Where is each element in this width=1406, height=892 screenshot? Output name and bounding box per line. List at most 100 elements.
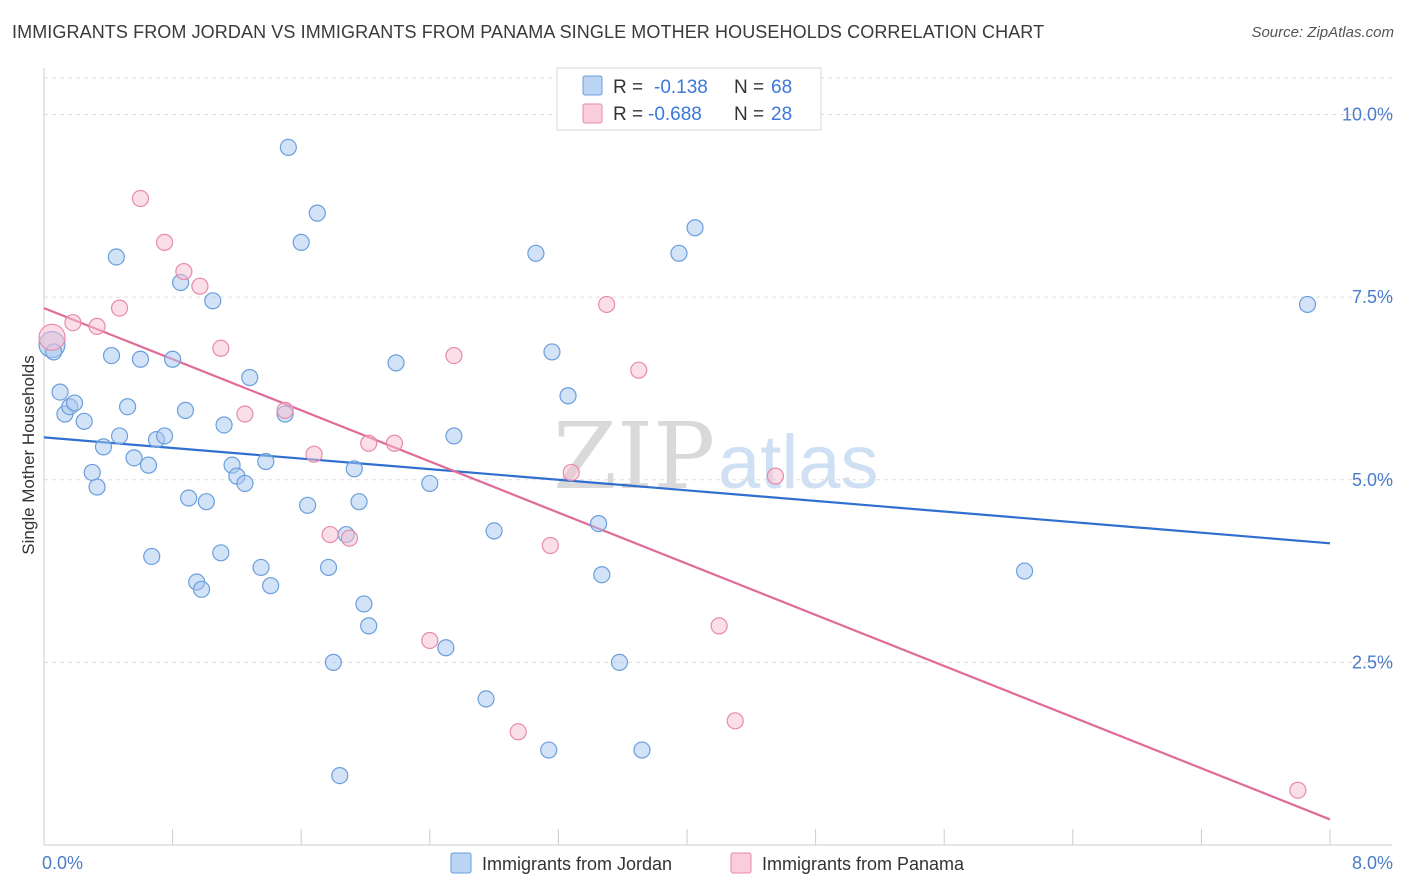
jordan-point-40	[299, 496, 317, 514]
jordan-point-8	[88, 478, 106, 496]
jordan-point-54	[477, 690, 495, 708]
jordan-point-22	[176, 401, 195, 419]
jordan-legend-swatch	[582, 75, 603, 96]
y-tick-label-3: 10.0%	[1342, 105, 1393, 125]
jordan-point-13	[118, 398, 137, 416]
series-legend: Immigrants from Jordan Immigrants from P…	[450, 852, 965, 874]
jordan-point-27	[204, 292, 222, 310]
jordan-point-51	[421, 474, 439, 493]
jordan-point-43	[324, 653, 342, 671]
panama-point-3	[110, 299, 129, 317]
panama-point-16	[421, 631, 439, 650]
chart-source: Source: ZipAtlas.com	[1251, 24, 1394, 41]
watermark-atlas: atlas	[718, 420, 879, 505]
panama-point-11	[305, 445, 323, 463]
jordan-point-50	[387, 354, 405, 372]
panama-point-9	[236, 405, 254, 423]
trend-line-panama	[43, 307, 1331, 821]
jordan-point-67	[1298, 295, 1317, 314]
panama-legend-swatch	[582, 103, 603, 124]
jordan-point-41	[308, 204, 326, 222]
panama-point-8	[212, 339, 230, 357]
jordan-point-35	[257, 452, 275, 471]
panama-point-21	[598, 295, 616, 314]
jordan-point-33	[241, 368, 259, 387]
trend-lines	[43, 307, 1331, 821]
legend-jordan-label: Immigrants from Jordan	[482, 854, 672, 874]
jordan-point-59	[559, 387, 577, 405]
y-axis-title: Single Mother Households	[19, 355, 38, 554]
panama-point-23	[710, 617, 728, 635]
jordan-point-14	[125, 449, 143, 467]
jordan-point-9	[94, 438, 113, 456]
jordan-point-52	[437, 639, 455, 657]
jordan-point-62	[610, 653, 629, 671]
jordan-point-49	[360, 617, 378, 635]
panama-point-24	[726, 712, 744, 730]
jordan-point-63	[633, 741, 651, 759]
panama-point-17	[445, 346, 463, 365]
jordan-point-15	[131, 350, 150, 368]
jordan-point-28	[212, 544, 230, 562]
jordan-point-26	[197, 493, 215, 511]
panama-point-15	[385, 434, 404, 452]
chart-title: IMMIGRANTS FROM JORDAN VS IMMIGRANTS FRO…	[12, 22, 1045, 42]
panama-point-20	[562, 463, 580, 482]
watermark-zip: ZIP	[553, 403, 715, 510]
x-tick-label-0: 0.0%	[42, 853, 83, 873]
jordan-point-10	[102, 346, 121, 365]
jordan-point-19	[155, 427, 174, 445]
y-tick-label-2: 7.5%	[1352, 287, 1393, 307]
jordan-point-53	[445, 427, 463, 445]
panama-point-12	[321, 525, 339, 544]
y-tick-label-0: 2.5%	[1352, 652, 1393, 672]
jordan-point-23	[180, 489, 198, 507]
jordan-point-65	[686, 219, 704, 237]
legend-panama-label: Immigrants from Panama	[762, 854, 965, 874]
jordan-point-60	[589, 514, 608, 533]
jordan-point-2	[51, 383, 69, 401]
jordan-point-38	[279, 138, 297, 156]
series-panama-points	[38, 189, 1307, 799]
jordan-n-value: 68	[771, 77, 792, 98]
panama-point-5	[155, 233, 174, 251]
jordan-point-7	[83, 463, 101, 482]
legend-jordan-swatch	[450, 852, 472, 874]
jordan-r-value: -0.138	[654, 77, 708, 98]
jordan-point-44	[331, 767, 349, 785]
panama-point-18	[509, 723, 527, 741]
legend-panama-swatch	[730, 852, 752, 874]
panama-point-2	[88, 317, 106, 335]
jordan-point-32	[236, 474, 254, 493]
jordan-point-56	[527, 244, 545, 262]
panama-point-1	[64, 314, 82, 332]
jordan-point-17	[143, 547, 161, 566]
trend-line-jordan	[43, 436, 1331, 545]
watermark: ZIP atlas	[553, 403, 879, 510]
jordan-point-64	[670, 244, 688, 262]
jordan-point-25	[192, 580, 211, 598]
tick-labels: 2.5% 5.0% 7.5% 10.0% 0.0% 8.0%	[42, 105, 1393, 873]
jordan-point-6	[75, 412, 93, 430]
jordan-point-29	[215, 416, 233, 434]
jordan-point-61	[593, 566, 611, 584]
jordan-point-5	[65, 394, 84, 412]
jordan-point-55	[485, 522, 503, 540]
panama-n-label: N =	[734, 104, 764, 125]
panama-point-7	[191, 277, 209, 295]
panama-point-19	[541, 536, 559, 555]
panama-point-26	[1289, 781, 1307, 799]
jordan-n-label: N =	[734, 77, 764, 98]
panama-n-value: 28	[771, 104, 792, 125]
jordan-point-42	[319, 558, 338, 577]
jordan-point-57	[540, 741, 558, 759]
jordan-point-48	[355, 595, 373, 613]
jordan-point-46	[345, 460, 363, 478]
panama-point-10	[276, 401, 294, 419]
jordan-r-label: R =	[613, 77, 643, 98]
stats-legend: R = -0.138 N = 68 R = -0.688 N = 28	[556, 67, 822, 131]
x-tick-label-1: 8.0%	[1352, 853, 1393, 873]
panama-point-6	[175, 262, 193, 281]
panama-point-22	[630, 361, 648, 379]
